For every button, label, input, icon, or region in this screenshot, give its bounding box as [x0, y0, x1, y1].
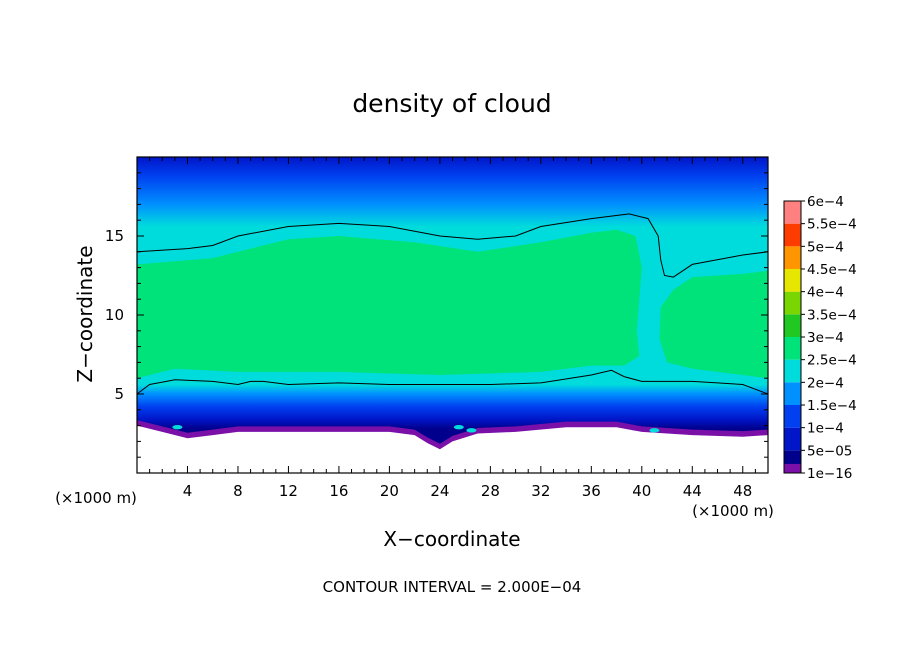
y-axis: 5 10 15	[105, 172, 768, 458]
colorbar-swatch	[784, 359, 801, 383]
colorbar-swatch	[784, 314, 801, 337]
hotspot-1	[453, 424, 464, 430]
colorbar-label: 1e−4	[807, 421, 844, 437]
x-tick-label: 48	[733, 482, 752, 500]
x-tick-label: 36	[582, 482, 601, 500]
x-tick-label: 8	[233, 482, 243, 500]
colorbar-label: 5e−4	[807, 239, 844, 255]
x-tick-label: 44	[683, 482, 702, 500]
x-axis: 4 8 12 16 20 24 28 32 36 40 44 48	[149, 157, 756, 500]
x-tick-label: 20	[380, 482, 399, 500]
x-tick-label: 28	[481, 482, 500, 500]
fill-bands	[137, 229, 768, 379]
colorbar-swatch	[784, 337, 801, 360]
contour-line-lower	[137, 369, 768, 395]
hotspot-2	[466, 428, 477, 433]
colorbar-swatch	[784, 427, 801, 451]
colorbar: 1e−16 5e−05 1e−4 1.5e−4 2e−4 2.5e−4 3e−4 3.5e−4…	[783, 194, 857, 482]
x-tick-label: 24	[430, 482, 449, 500]
colorbar-swatch	[784, 405, 801, 428]
x-tick-label: 32	[531, 482, 550, 500]
colorbar-label: 3e−4	[807, 330, 844, 346]
y-tick-label: 5	[114, 385, 124, 403]
contour-interval-note: CONTOUR INTERVAL = 2.000E−04	[323, 578, 582, 596]
hotspots	[172, 424, 660, 433]
colorbar-swatch	[784, 223, 801, 247]
colorbar-swatch	[784, 291, 801, 315]
colorbar-swatch-min	[784, 463, 801, 473]
y-tick-label: 15	[105, 227, 124, 245]
colorbar-label: 5.5e−4	[807, 217, 857, 233]
colorbar-label: 4e−4	[807, 285, 844, 301]
colorbar-label: 1.5e−4	[807, 398, 857, 414]
fill-band-0	[137, 229, 642, 379]
colorbar-label: 1e−16	[807, 466, 852, 482]
colorbar-label: 5e−05	[807, 443, 852, 459]
colorbar-label: 2e−4	[807, 375, 844, 391]
colorbar-label: 6e−4	[807, 194, 844, 210]
y-axis-label: Z−coordinate	[73, 245, 97, 382]
x-tick-label: 40	[632, 482, 651, 500]
y-tick-label: 10	[105, 306, 124, 324]
x-tick-label: 4	[183, 482, 193, 500]
colorbar-swatch	[784, 246, 801, 269]
colorbar-label: 4.5e−4	[807, 262, 857, 278]
x-tick-label: 16	[329, 482, 348, 500]
hotspot-3	[649, 428, 660, 433]
colorbar-swatch	[784, 201, 801, 224]
contour-line-upper	[137, 213, 768, 278]
colorbar-label: 2.5e−4	[807, 353, 857, 369]
x-tick-label: 12	[279, 482, 298, 500]
x-unit-left: (×1000 m)	[55, 489, 137, 507]
colorbar-swatch	[784, 382, 801, 405]
x-axis-label: X−coordinate	[383, 527, 520, 551]
cloud-free-region	[137, 425, 768, 473]
x-unit-right: (×1000 m)	[692, 502, 774, 520]
plot-area	[137, 157, 768, 473]
colorbar-label: 3.5e−4	[807, 307, 857, 323]
fill-band-1	[659, 270, 768, 379]
colorbar-swatch	[784, 269, 801, 292]
chart-title: density of cloud	[352, 89, 551, 118]
hotspot-0	[172, 424, 183, 430]
